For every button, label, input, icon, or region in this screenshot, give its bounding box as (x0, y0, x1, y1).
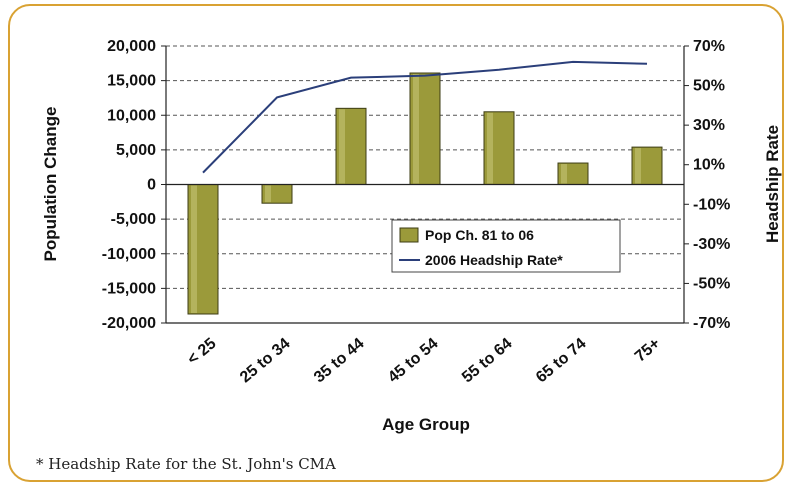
y2-tick-label: 50% (693, 78, 725, 95)
bar (187, 184, 219, 315)
bar-highlight (339, 109, 345, 184)
legend-line-label: 2006 Headship Rate* (425, 252, 563, 268)
y-tick-label: -15,000 (102, 280, 156, 297)
y2-tick-label: 30% (693, 117, 725, 134)
y-axis-title: Population Change (41, 107, 60, 262)
y-tick-label: -5,000 (111, 211, 156, 228)
y-tick-label: -20,000 (102, 315, 156, 332)
y-tick-label: 5,000 (116, 142, 156, 159)
y-tick-label: 10,000 (107, 107, 156, 124)
legend-bar-label: Pop Ch. 81 to 06 (425, 227, 534, 243)
x-tick-label: < 25 (184, 335, 219, 368)
x-tick-label: 65 to 74 (533, 335, 590, 386)
bar (483, 111, 515, 185)
y2-tick-label: -30% (693, 236, 730, 253)
y2-tick-label: 70% (693, 38, 725, 55)
legend-box (391, 219, 621, 273)
x-axis-title: Age Group (382, 415, 470, 434)
legend: Pop Ch. 81 to 06 2006 Headship Rate* (391, 219, 621, 273)
footnote: * Headship Rate for the St. John's CMA (36, 455, 336, 473)
x-tick-label: 45 to 54 (385, 335, 442, 386)
x-tick-label: 25 to 34 (237, 335, 294, 386)
legend-bar-swatch (399, 227, 419, 243)
bar (631, 146, 663, 185)
bar-highlight (561, 164, 567, 184)
x-tick-label: 35 to 44 (311, 335, 368, 386)
bar-highlight (487, 112, 493, 184)
bar-highlight (413, 74, 419, 184)
y2-tick-label: -70% (693, 315, 730, 332)
bar (409, 72, 441, 185)
bar (335, 107, 367, 185)
x-tick-label: 55 to 64 (459, 335, 516, 386)
bar (261, 184, 293, 204)
y2-tick-label: 10% (693, 157, 725, 174)
bar (557, 162, 589, 186)
y-tick-label: 15,000 (107, 73, 156, 90)
y-tick-label: -10,000 (102, 246, 156, 263)
y2-axis-title: Headship Rate (763, 125, 782, 243)
bar-highlight (635, 148, 641, 184)
y-tick-label: 0 (147, 177, 156, 194)
y2-tick-label: -10% (693, 196, 730, 213)
x-tick-label: 75+ (632, 335, 664, 365)
bar-highlight (265, 185, 271, 203)
bar-highlight (191, 185, 197, 313)
y-tick-label: 20,000 (107, 38, 156, 55)
y2-tick-label: -50% (693, 275, 730, 292)
